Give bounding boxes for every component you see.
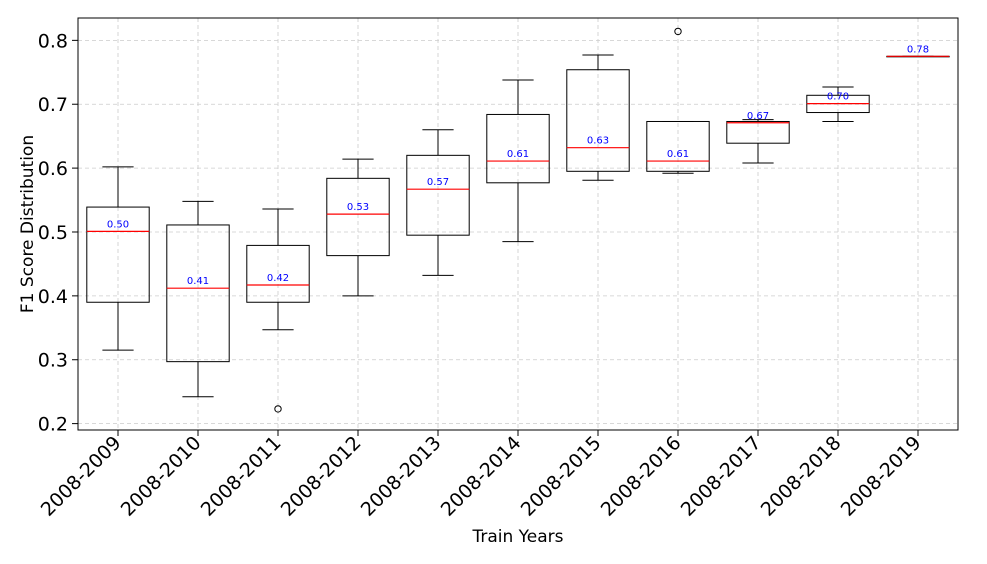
y-tick-label: 0.4 [38,286,68,308]
median-label: 0.61 [667,149,689,160]
x-tick-label: 2008-2019 [837,432,926,521]
x-tick-label: 2008-2011 [197,432,286,521]
x-tick-label: 2008-2009 [37,432,126,521]
median-label: 0.63 [587,136,609,147]
x-tick-label: 2008-2015 [517,432,606,521]
iqr-box [726,120,790,144]
x-tick-label: 2008-2013 [357,432,446,521]
box-2008-2010: 0.41 [166,200,230,398]
median-label: 0.61 [507,149,529,160]
iqr-box [86,206,150,303]
x-tick-label: 2008-2014 [437,432,526,521]
median-label: 0.41 [187,276,209,287]
box-series: 0.50 0.41 0.42 0.53 0.57 0.61 0.63 0.61 0.67 0.70… [86,27,950,413]
median-label: 0.70 [827,92,849,103]
box-2008-2018: 0.70 [806,86,870,122]
x-axis-title: Train Years [471,527,563,547]
median-label: 0.57 [427,177,449,188]
box-2008-2017: 0.67 [726,111,790,164]
median-label: 0.50 [107,219,129,230]
box-2008-2009: 0.50 [86,166,150,351]
box-2008-2014: 0.61 [486,79,550,243]
iqr-box [166,224,230,363]
outlier-point [274,405,282,413]
box-2008-2012: 0.53 [326,158,390,297]
iqr-box [646,120,710,172]
median-label: 0.67 [747,111,769,122]
iqr-box [246,244,310,303]
x-tick-label: 2008-2018 [757,432,846,521]
median-label: 0.42 [267,273,289,284]
x-tick-label: 2008-2012 [277,432,366,521]
box-2008-2019: 0.78 [886,44,950,58]
y-axis-title: F1 Score Distribution [18,135,38,313]
y-tick-label: 0.3 [38,350,68,372]
y-tick-label: 0.6 [38,158,68,180]
iqr-box [326,177,390,257]
iqr-box [406,154,470,236]
x-tick-label: 2008-2016 [597,432,686,521]
y-tick-label: 0.5 [38,222,68,244]
y-tick-label: 0.7 [38,94,68,116]
box-2008-2013: 0.57 [406,129,470,276]
iqr-box [566,69,630,172]
y-tick-label: 0.2 [38,414,68,436]
outlier-point [674,27,682,36]
x-tick-label: 2008-2010 [117,432,206,521]
x-tick-label: 2008-2017 [677,432,766,521]
box-2008-2015: 0.63 [566,54,630,181]
box-2008-2011: 0.42 [246,208,310,413]
box-2008-2016: 0.61 [646,27,710,174]
median-label: 0.53 [347,202,369,213]
iqr-box [486,113,550,184]
y-tick-label: 0.8 [38,30,68,52]
median-label: 0.78 [907,44,929,55]
